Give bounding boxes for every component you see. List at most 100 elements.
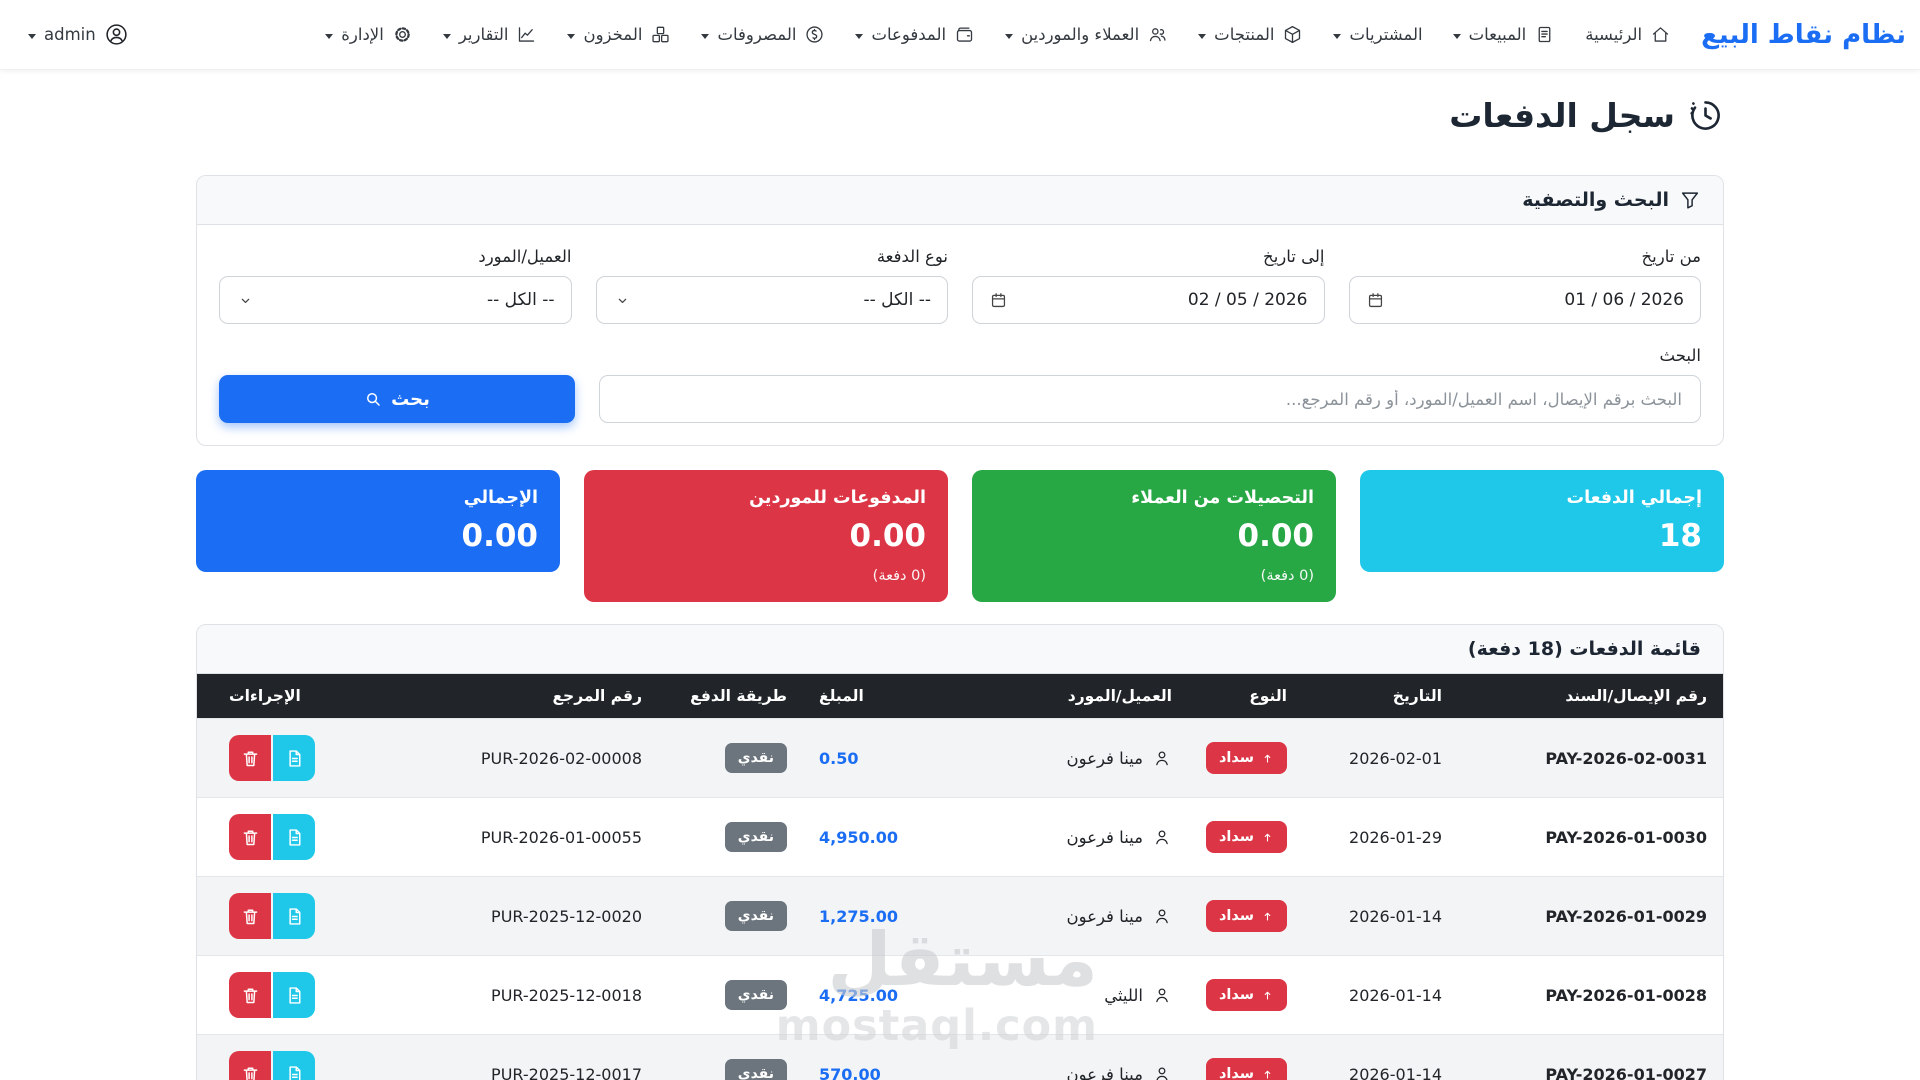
table-row: PAY-2026-01-0029 2026-01-14 سداد مينا فر… bbox=[197, 876, 1723, 956]
home-icon bbox=[1652, 27, 1669, 42]
reference-cell: PUR-2026-01-00055 bbox=[443, 797, 658, 877]
arrow-up-icon bbox=[1264, 991, 1271, 1000]
view-receipt-button[interactable] bbox=[273, 972, 315, 1018]
delete-button[interactable] bbox=[229, 814, 271, 860]
nav-item-purchases[interactable]: المشتريات bbox=[1333, 25, 1423, 44]
person-icon bbox=[1156, 1067, 1168, 1080]
amount-cell: 0.50 bbox=[803, 718, 938, 798]
nav-item-customers-suppliers[interactable]: العملاء والموردين bbox=[1005, 24, 1168, 45]
payment-type-cell: سداد bbox=[1188, 797, 1303, 877]
amount-cell: 4,725.00 bbox=[803, 955, 938, 1035]
nav-item-admin[interactable]: الإدارة bbox=[325, 24, 413, 45]
chevron-down-icon bbox=[1333, 33, 1342, 39]
chevron-down-icon bbox=[241, 298, 250, 303]
payment-type-cell: سداد bbox=[1188, 955, 1303, 1035]
payment-type-select[interactable]: -- الكل -- bbox=[595, 276, 948, 324]
party-field: العميل/المورد -- الكل -- bbox=[219, 247, 572, 324]
method-cell: نقدي bbox=[658, 797, 803, 877]
delete-button[interactable] bbox=[229, 893, 271, 939]
amount-cell: 570.00 bbox=[803, 1034, 938, 1080]
chevron-down-icon bbox=[1198, 33, 1207, 39]
page-title: سجل الدفعات bbox=[196, 96, 1724, 135]
summary-card-supplier-payments: المدفوعات للموردين 0.00 (0 دفعة) bbox=[584, 470, 948, 602]
chevron-down-icon bbox=[1452, 33, 1461, 39]
chevron-down-icon bbox=[442, 33, 451, 39]
user-name: admin bbox=[44, 25, 96, 44]
customer-cell: الليثي bbox=[938, 955, 1188, 1035]
payment-type-cell: سداد bbox=[1188, 718, 1303, 798]
reference-cell: PUR-2025-12-0018 bbox=[443, 955, 658, 1035]
view-receipt-button[interactable] bbox=[273, 893, 315, 939]
summary-sub: (0 دفعة) bbox=[1260, 568, 1314, 584]
main-nav: الرئيسية المبيعات المشتريات المنتجات الع… bbox=[325, 24, 1671, 45]
actions-cell bbox=[197, 797, 443, 877]
view-receipt-button[interactable] bbox=[273, 1051, 315, 1080]
method-badge: نقدي bbox=[724, 980, 787, 1010]
delete-button[interactable] bbox=[229, 1051, 271, 1080]
payment-date: 2026-01-14 bbox=[1303, 876, 1458, 956]
payments-table-title: قائمة الدفعات (18 دفعة) bbox=[197, 625, 1723, 674]
view-receipt-button[interactable] bbox=[273, 735, 315, 781]
receipt-number: PAY-2026-02-0031 bbox=[1458, 718, 1723, 798]
type-badge: سداد bbox=[1205, 821, 1287, 853]
user-menu[interactable]: admin bbox=[28, 22, 129, 47]
receipt-number: PAY-2026-01-0027 bbox=[1458, 1034, 1723, 1080]
calendar-icon bbox=[1368, 292, 1382, 307]
method-badge: نقدي bbox=[724, 901, 787, 931]
chevron-down-icon bbox=[1005, 33, 1014, 39]
col-customer: العميل/المورد bbox=[938, 674, 1188, 719]
to-date-input[interactable]: 02 / 05 / 2026 bbox=[972, 276, 1325, 324]
trash-icon bbox=[243, 829, 257, 845]
journal-icon bbox=[1538, 26, 1551, 43]
to-date-label: إلى تاريخ bbox=[1263, 247, 1325, 266]
filter-card-header: البحث والتصفية bbox=[197, 176, 1723, 225]
document-icon bbox=[288, 1065, 300, 1080]
funnel-icon bbox=[1681, 192, 1699, 209]
people-icon bbox=[1150, 28, 1166, 42]
table-row: PAY-2026-01-0028 2026-01-14 سداد الليثي … bbox=[197, 955, 1723, 1035]
actions-cell bbox=[197, 718, 443, 798]
nav-item-products[interactable]: المنتجات bbox=[1198, 24, 1303, 45]
chevron-down-icon bbox=[28, 33, 36, 39]
delete-button[interactable] bbox=[229, 735, 271, 781]
party-select[interactable]: -- الكل -- bbox=[219, 276, 572, 324]
document-icon bbox=[288, 907, 300, 925]
payment-date: 2026-01-14 bbox=[1303, 955, 1458, 1035]
col-amount: المبلغ bbox=[803, 674, 938, 719]
reference-cell: PUR-2026-02-00008 bbox=[443, 718, 658, 798]
summary-card-total-payments: إجمالي الدفعات 18 bbox=[1360, 470, 1724, 572]
wallet-icon bbox=[956, 27, 973, 42]
payment-date: 2026-02-01 bbox=[1303, 718, 1458, 798]
trash-icon bbox=[243, 750, 257, 766]
nav-item-reports[interactable]: التقارير bbox=[442, 24, 538, 45]
method-cell: نقدي bbox=[658, 955, 803, 1035]
nav-item-sales[interactable]: المبيعات bbox=[1452, 24, 1556, 45]
delete-button[interactable] bbox=[229, 972, 271, 1018]
from-date-input[interactable]: 01 / 06 / 2026 bbox=[1348, 276, 1701, 324]
nav-item-home[interactable]: الرئيسية bbox=[1585, 24, 1671, 45]
payment-date: 2026-01-29 bbox=[1303, 797, 1458, 877]
type-badge: سداد bbox=[1205, 1058, 1287, 1080]
nav-item-payments[interactable]: المدفوعات bbox=[855, 24, 975, 45]
reference-cell: PUR-2025-12-0017 bbox=[443, 1034, 658, 1080]
search-input[interactable] bbox=[599, 375, 1701, 423]
chevron-down-icon bbox=[618, 298, 626, 303]
person-icon bbox=[1156, 909, 1168, 924]
nav-item-expenses[interactable]: المصروفات bbox=[701, 24, 825, 45]
method-cell: نقدي bbox=[658, 1034, 803, 1080]
table-header-row: رقم الإيصال/السند التاريخ النوع العميل/ا… bbox=[197, 674, 1723, 719]
person-circle-icon bbox=[106, 24, 127, 45]
search-button[interactable]: بحث bbox=[219, 375, 575, 423]
search-icon bbox=[367, 393, 380, 406]
summary-value: 0.00 bbox=[849, 518, 927, 554]
nav-item-inventory[interactable]: المخزون bbox=[567, 24, 671, 45]
view-receipt-button[interactable] bbox=[273, 814, 315, 860]
document-icon bbox=[288, 986, 300, 1004]
app-brand[interactable]: نظام نقاط البيع bbox=[1701, 19, 1906, 50]
to-date-field: إلى تاريخ 02 / 05 / 2026 bbox=[972, 247, 1325, 324]
col-type: النوع bbox=[1188, 674, 1303, 719]
document-icon bbox=[288, 828, 300, 846]
type-badge: سداد bbox=[1205, 742, 1287, 774]
person-icon bbox=[1156, 988, 1168, 1003]
payment-date: 2026-01-14 bbox=[1303, 1034, 1458, 1080]
